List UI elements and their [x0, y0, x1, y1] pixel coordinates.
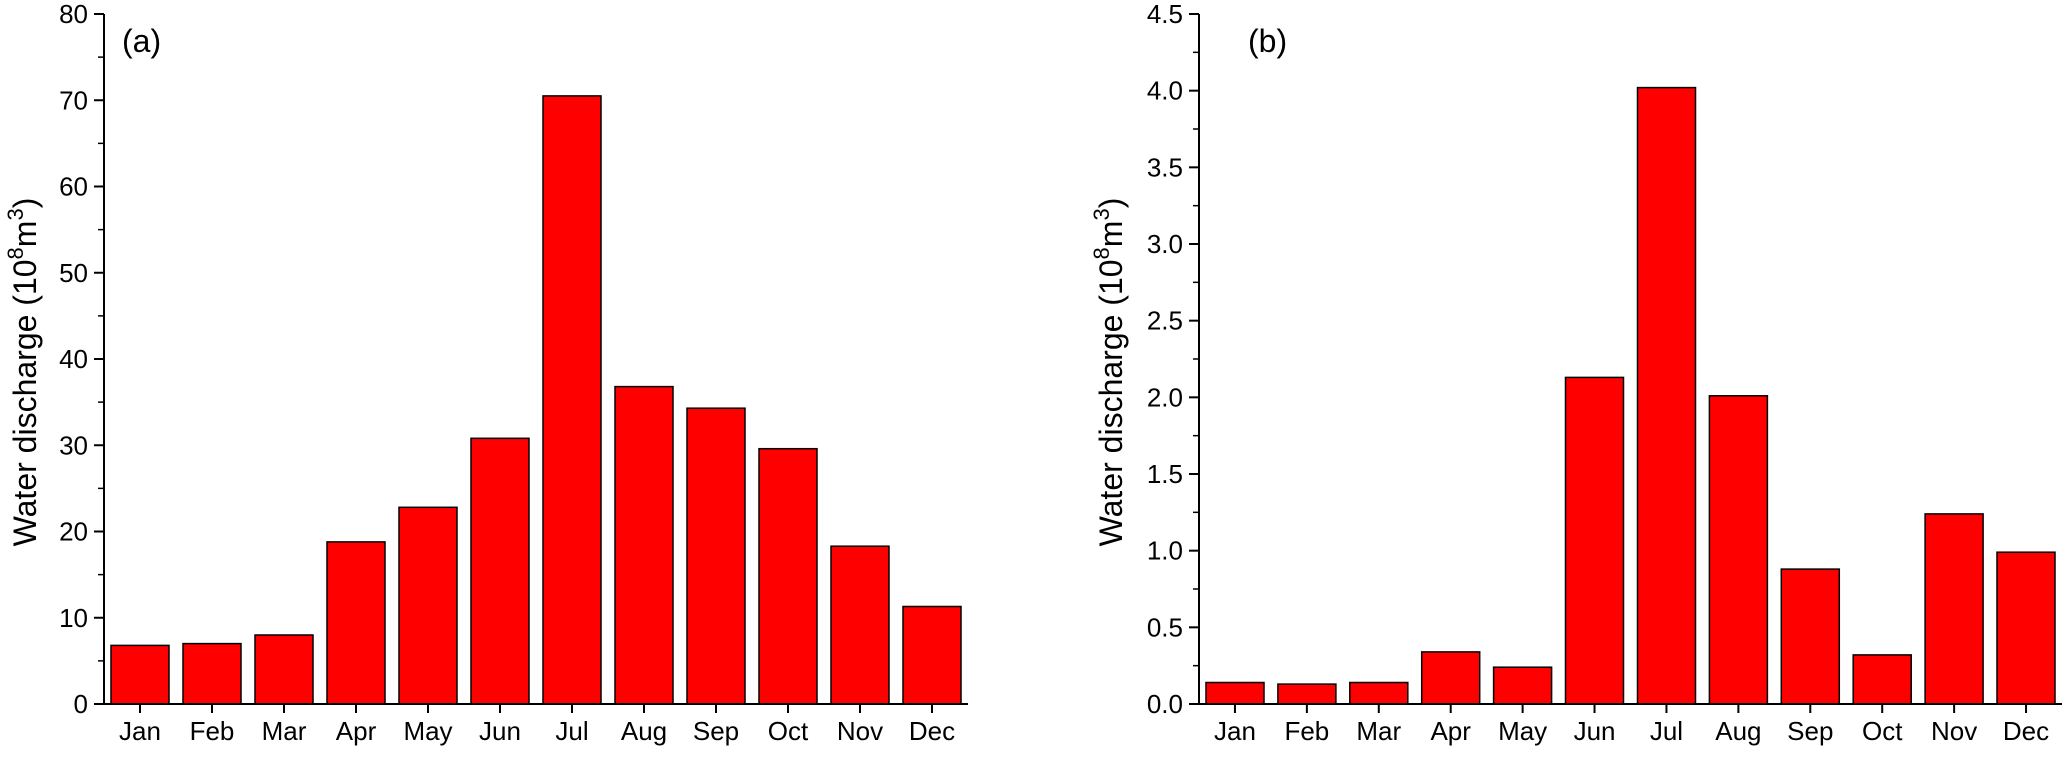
bar-may — [398, 506, 458, 705]
bar-sep — [686, 407, 746, 705]
panel-a-ylabel: Water discharge (108m3) — [3, 198, 43, 547]
bar-jan — [110, 644, 170, 705]
x-tick-label: May — [1498, 716, 1547, 746]
x-tick-label: Apr — [1430, 716, 1471, 746]
panel-a-label: (a) — [122, 23, 161, 59]
x-tick-label: Aug — [621, 716, 667, 746]
y-tick-label: 4.5 — [1147, 0, 1183, 29]
bar-mar — [254, 634, 314, 705]
x-tick-label: Sep — [1787, 716, 1833, 746]
y-tick-label: 1.5 — [1147, 459, 1183, 489]
panel-a: (a) Water discharge (108m3) 0 10 20 30 40 50 6… — [3, 0, 968, 746]
x-tick-label: Dec — [2003, 716, 2049, 746]
bar-jun — [470, 437, 530, 705]
x-tick-label: Aug — [1715, 716, 1761, 746]
x-tick-label: Jan — [1214, 716, 1256, 746]
bar-may — [1492, 666, 1553, 705]
bar-aug — [1708, 395, 1769, 705]
bar-nov — [1924, 513, 1984, 705]
y-tick-label: 4.0 — [1147, 76, 1183, 106]
x-tick-label: Jul — [1650, 716, 1683, 746]
bar-mar — [1349, 681, 1409, 705]
bar-dec — [902, 605, 962, 705]
panel-b-bars — [1205, 86, 2056, 705]
bar-jan — [1205, 681, 1265, 705]
x-tick-label: Dec — [909, 716, 955, 746]
y-tick-label: 3.5 — [1147, 152, 1183, 182]
x-tick-label: Jun — [479, 716, 521, 746]
x-tick-label: Sep — [693, 716, 739, 746]
y-tick-label: 0.0 — [1147, 689, 1183, 719]
x-tick-label: Feb — [190, 716, 235, 746]
bar-sep — [1780, 568, 1841, 705]
bar-feb — [1277, 683, 1337, 705]
x-tick-label: Mar — [262, 716, 307, 746]
y-tick-label: 60 — [59, 172, 88, 202]
bar-oct — [758, 447, 818, 705]
y-tick-label: 20 — [59, 517, 88, 547]
bar-apr — [326, 541, 386, 705]
panel-b-ylabel: Water discharge (108m3) — [1089, 198, 1129, 547]
x-tick-label: Apr — [336, 716, 377, 746]
x-tick-label: Mar — [1356, 716, 1401, 746]
panel-b: (b) Water discharge (108m3) 0.0 0.5 1.0 1.5… — [1089, 0, 2062, 746]
bar-jul — [542, 95, 602, 705]
y-tick-label: 70 — [59, 85, 88, 115]
bar-jul — [1636, 86, 1697, 705]
x-tick-label: Jan — [119, 716, 161, 746]
panel-b-yticks: 0.0 0.5 1.0 1.5 2.0 2.5 3.0 3.5 4.0 4.5 — [1147, 0, 1199, 719]
bar-jun — [1564, 376, 1625, 705]
x-tick-label: Oct — [768, 716, 809, 746]
panel-a-xticks: Jan Feb Mar Apr May Jun Jul Aug Sep Oct Nov Dec — [119, 704, 955, 746]
y-tick-label: 0 — [74, 689, 88, 719]
panel-a-yticks: 0 10 20 30 40 50 60 70 80 — [59, 0, 104, 719]
y-tick-label: 3.0 — [1147, 229, 1183, 259]
x-tick-label: Jun — [1574, 716, 1616, 746]
y-tick-label: 30 — [59, 430, 88, 460]
bar-nov — [830, 545, 890, 705]
bar-dec — [1996, 551, 2056, 705]
y-tick-label: 1.0 — [1147, 536, 1183, 566]
y-tick-label: 50 — [59, 258, 88, 288]
bar-aug — [614, 385, 674, 705]
x-tick-label: Nov — [1931, 716, 1977, 746]
x-tick-label: Feb — [1284, 716, 1329, 746]
panel-b-label: (b) — [1248, 23, 1287, 59]
x-tick-label: May — [403, 716, 452, 746]
x-tick-label: Oct — [1862, 716, 1903, 746]
x-tick-label: Jul — [555, 716, 588, 746]
panel-a-bars — [110, 95, 962, 705]
y-tick-label: 2.5 — [1147, 306, 1183, 336]
y-tick-label: 40 — [59, 344, 88, 374]
bar-oct — [1852, 654, 1912, 705]
y-tick-label: 10 — [59, 603, 88, 633]
y-tick-label: 80 — [59, 0, 88, 29]
bar-feb — [182, 642, 242, 705]
y-tick-label: 2.0 — [1147, 382, 1183, 412]
bar-apr — [1420, 651, 1481, 705]
panel-b-xticks: Jan Feb Mar Apr May Jun Jul Aug Sep Oct Nov Dec — [1214, 704, 2049, 746]
x-tick-label: Nov — [837, 716, 883, 746]
y-tick-label: 0.5 — [1147, 612, 1183, 642]
